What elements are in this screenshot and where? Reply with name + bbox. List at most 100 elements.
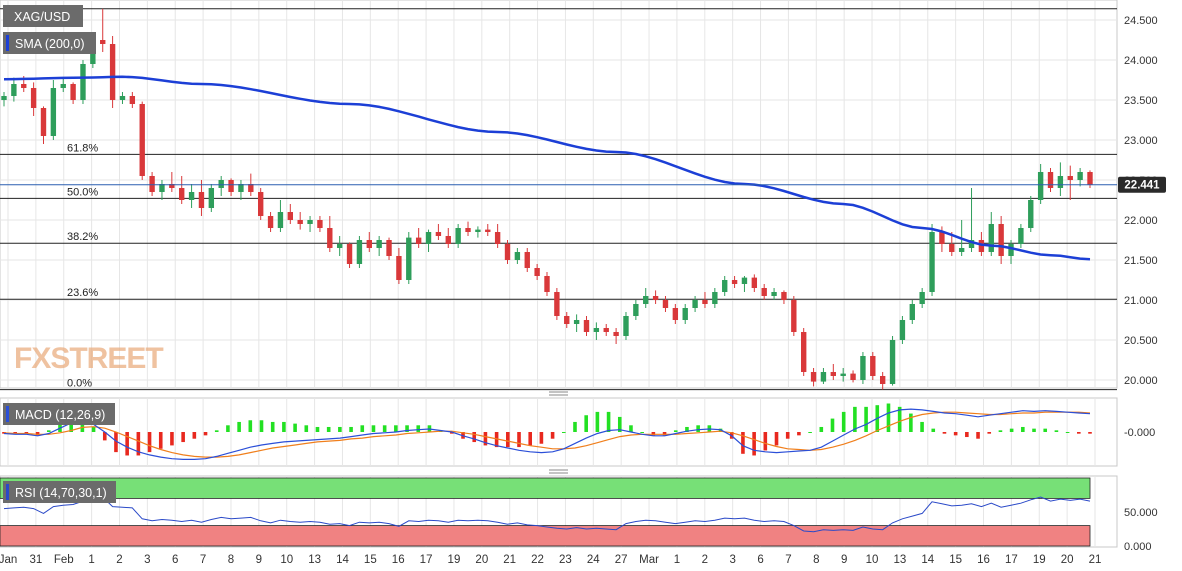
date-tick-label: 22 bbox=[531, 554, 544, 566]
macd-histogram-bar bbox=[573, 421, 577, 432]
candle-body bbox=[376, 240, 382, 248]
macd-histogram-bar bbox=[550, 432, 555, 439]
macd-histogram-bar bbox=[214, 430, 219, 432]
macd-histogram-bar bbox=[752, 432, 756, 456]
panel-resize-handle[interactable] bbox=[549, 469, 568, 474]
candle-body bbox=[662, 300, 669, 308]
candle-body bbox=[514, 252, 521, 260]
candle-body bbox=[1077, 172, 1083, 180]
date-tick-label: 19 bbox=[1033, 554, 1046, 566]
date-tick-label: 2 bbox=[702, 554, 708, 566]
macd-histogram-bar bbox=[1043, 428, 1048, 432]
macd-histogram-bar bbox=[640, 432, 644, 433]
macd-histogram-bar bbox=[91, 426, 96, 432]
price-tick-label: 21.000 bbox=[1124, 295, 1158, 307]
candle-body bbox=[929, 232, 935, 292]
candle-body bbox=[712, 292, 718, 304]
macd-histogram-bar bbox=[170, 432, 174, 446]
candle-body bbox=[100, 40, 106, 44]
candle-body bbox=[60, 84, 66, 88]
macd-histogram-bar bbox=[864, 406, 868, 432]
candle-body bbox=[21, 84, 27, 88]
candle-body bbox=[1018, 228, 1024, 244]
candle-body bbox=[534, 268, 540, 276]
macd-histogram-bar bbox=[965, 432, 969, 438]
macd-histogram-bar bbox=[517, 432, 521, 448]
candle-body bbox=[968, 240, 975, 248]
macd-histogram-bar bbox=[909, 413, 913, 432]
candle-body bbox=[277, 212, 284, 228]
candle-body bbox=[267, 216, 274, 228]
macd-histogram-bar bbox=[494, 432, 499, 448]
candle-body bbox=[435, 232, 442, 236]
candle-body bbox=[336, 244, 343, 248]
rsi-tick-label: 50.000 bbox=[1124, 507, 1158, 519]
symbol-legend[interactable]: XAG/USD bbox=[3, 5, 83, 27]
date-tick-label: 1 bbox=[674, 554, 680, 566]
macd-histogram-bar bbox=[382, 425, 387, 432]
candle-body bbox=[850, 373, 856, 380]
macd-histogram-bar bbox=[371, 425, 376, 432]
candle-body bbox=[445, 236, 451, 244]
sma-label: SMA (200,0) bbox=[15, 37, 84, 51]
macd-histogram-bar bbox=[741, 432, 745, 454]
price-tick-label: 20.500 bbox=[1124, 335, 1158, 347]
candle-body bbox=[781, 292, 787, 300]
panel-resize-handle[interactable] bbox=[549, 391, 568, 396]
candle-body bbox=[139, 104, 145, 176]
macd-histogram-bar bbox=[192, 432, 197, 439]
candle-body bbox=[40, 108, 47, 136]
rsi-legend[interactable]: RSI (14,70,30,1) bbox=[3, 481, 116, 503]
sma-legend[interactable]: SMA (200,0) bbox=[3, 32, 96, 54]
candle-body bbox=[988, 224, 994, 252]
macd-histogram-bar bbox=[125, 432, 129, 456]
macd-tick-label: -0.000 bbox=[1124, 427, 1155, 439]
candle-body bbox=[603, 328, 609, 332]
candle-body bbox=[761, 288, 767, 296]
candle-body bbox=[297, 220, 303, 224]
macd-histogram-bar bbox=[651, 432, 656, 436]
candle-body bbox=[633, 304, 639, 316]
macd-histogram-bar bbox=[841, 411, 846, 432]
candle-body bbox=[248, 184, 254, 192]
rsi-tick-label: 0.000 bbox=[1124, 541, 1152, 553]
macd-histogram-bar bbox=[897, 406, 902, 432]
macd-histogram-bar bbox=[808, 432, 812, 433]
macd-histogram-bar bbox=[349, 426, 353, 432]
macd-histogram-bar bbox=[472, 432, 477, 443]
candle-body bbox=[30, 88, 37, 108]
date-tick-label: 14 bbox=[921, 554, 934, 566]
last-price-tag: 22.441 bbox=[1118, 176, 1166, 193]
macd-histogram-bar bbox=[606, 411, 611, 432]
candle-body bbox=[524, 252, 530, 268]
candle-body bbox=[573, 320, 580, 324]
candle-body bbox=[751, 277, 758, 288]
date-tick-label: 16 bbox=[392, 554, 405, 566]
candle-body bbox=[870, 356, 876, 376]
macd-histogram-bar bbox=[785, 432, 790, 439]
candle-body bbox=[366, 240, 372, 248]
macd-panel bbox=[0, 397, 1118, 467]
macd-histogram-bar bbox=[405, 425, 409, 432]
candle-body bbox=[731, 280, 738, 284]
last-price-value: 22.441 bbox=[1124, 180, 1160, 192]
candle-body bbox=[188, 192, 195, 200]
candle-body bbox=[613, 332, 619, 336]
macd-histogram-bar bbox=[617, 416, 622, 432]
macd-histogram-bar bbox=[181, 432, 185, 443]
macd-histogram-bar bbox=[270, 421, 275, 432]
candle-body bbox=[208, 188, 215, 208]
macd-histogram-bar bbox=[853, 406, 857, 432]
rsi-overbought-band bbox=[0, 477, 1091, 499]
macd-legend[interactable]: MACD (12,26,9) bbox=[3, 403, 115, 425]
macd-histogram-bar bbox=[942, 432, 947, 434]
price-tick-label: 21.500 bbox=[1124, 255, 1158, 267]
rsi-bands bbox=[0, 477, 1091, 547]
fib-level-label: 38.2% bbox=[67, 231, 98, 243]
candle-body bbox=[939, 232, 945, 244]
candle-body bbox=[149, 176, 155, 192]
macd-histogram-bar bbox=[953, 432, 958, 436]
candle-body bbox=[1087, 172, 1093, 185]
candle-body bbox=[1037, 172, 1044, 200]
